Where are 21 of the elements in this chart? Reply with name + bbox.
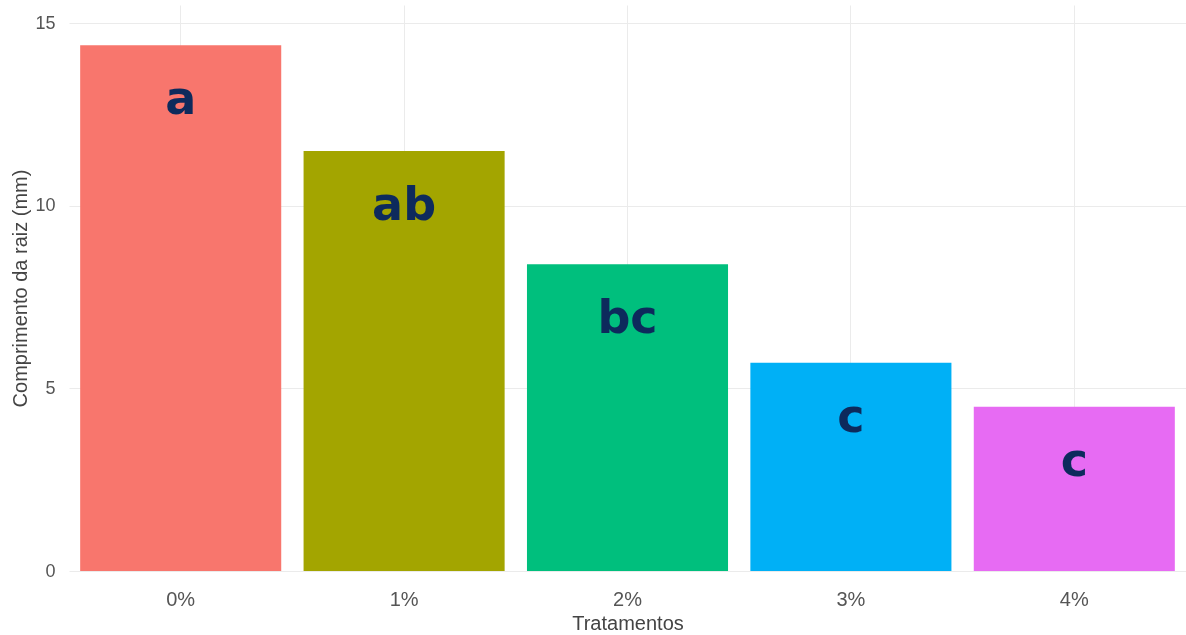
x-axis-title: Tratamentos — [572, 611, 684, 634]
x-tick-label: 0% — [166, 587, 196, 610]
y-tick-label: 0 — [45, 560, 56, 581]
bar — [303, 151, 505, 571]
bar — [80, 45, 282, 571]
x-tick-label: 3% — [836, 587, 866, 610]
annotation: c — [1060, 432, 1088, 487]
x-tick-label: 2% — [613, 587, 643, 610]
annotation: a — [165, 71, 197, 126]
bar — [526, 264, 729, 571]
bar — [973, 406, 1175, 571]
annotation: ab — [372, 177, 437, 232]
y-tick-label: 10 — [35, 195, 56, 216]
bar — [750, 362, 952, 571]
y-tick-label: 5 — [45, 377, 56, 398]
x-tick-label: 1% — [389, 587, 419, 610]
annotation: c — [837, 388, 865, 443]
x-tick-label: 4% — [1059, 587, 1089, 610]
annotation: bc — [597, 290, 658, 345]
y-axis-title: Comprimento da raiz (mm) — [9, 169, 32, 408]
y-tick-label: 15 — [35, 12, 56, 33]
